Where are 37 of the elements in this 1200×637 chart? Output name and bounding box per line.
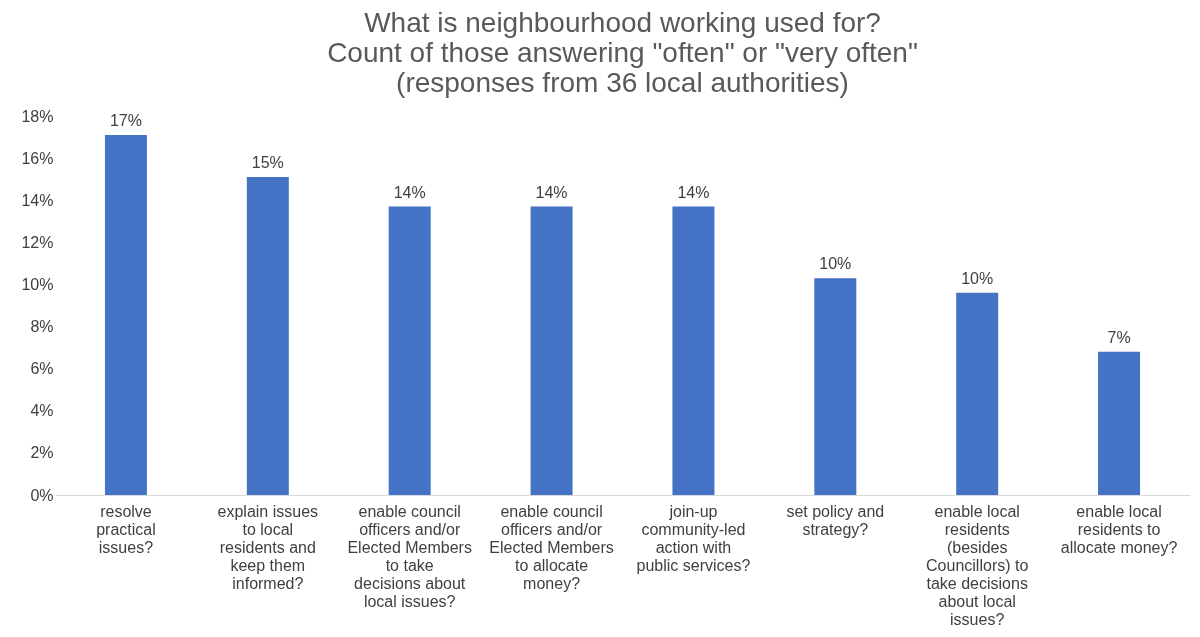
text: What is neighbourhood working used for? xyxy=(364,7,881,38)
text: Count of those answering "often" or "very often" xyxy=(327,37,918,68)
bar xyxy=(388,206,431,495)
y-tick-label: 16% xyxy=(21,149,54,167)
text: (responses from 36 local authorities) xyxy=(396,67,849,98)
y-tick-label: 0% xyxy=(30,486,54,504)
y-tick-label: 4% xyxy=(30,402,54,420)
y-tick-label: 8% xyxy=(30,318,54,336)
x-tick-label: enable local residents to allocate money? xyxy=(1060,502,1178,556)
x-tick-label: enable council officers and/or Elected Members to take decisions about local issues? xyxy=(347,502,472,610)
data-label: 10% xyxy=(819,255,852,273)
x-tick-label: set policy and strategy? xyxy=(786,502,885,538)
data-label: 17% xyxy=(109,111,142,129)
x-tick-label: enable local residents (besides Councillors) to take decisions about local issues? xyxy=(926,502,1029,628)
data-label: 15% xyxy=(251,154,284,172)
bar xyxy=(956,292,999,495)
data-label: 14% xyxy=(393,183,426,201)
bar xyxy=(246,177,289,495)
data-label: 14% xyxy=(677,183,710,201)
x-tick-label: explain issues to local residents and keep them informed? xyxy=(217,502,319,592)
x-tick-label: join-up community-led action with public services? xyxy=(636,502,751,574)
data-label: 14% xyxy=(535,183,568,201)
y-tick-label: 18% xyxy=(21,107,54,125)
y-tick-label: 6% xyxy=(30,360,54,378)
x-tick-label: enable council officers and/or Elected Members to allocate money? xyxy=(489,502,614,592)
bar xyxy=(814,278,857,495)
y-tick-label: 12% xyxy=(21,233,54,251)
data-label: 7% xyxy=(1107,328,1131,346)
data-label: 10% xyxy=(961,269,994,287)
bar xyxy=(1098,351,1141,495)
bar xyxy=(530,206,573,495)
y-tick-label: 2% xyxy=(30,444,54,462)
bar xyxy=(672,206,715,495)
bar xyxy=(104,134,147,495)
y-tick-label: 10% xyxy=(21,275,54,293)
x-tick-label: resolve practical issues? xyxy=(96,502,156,556)
y-tick-label: 14% xyxy=(21,191,54,209)
